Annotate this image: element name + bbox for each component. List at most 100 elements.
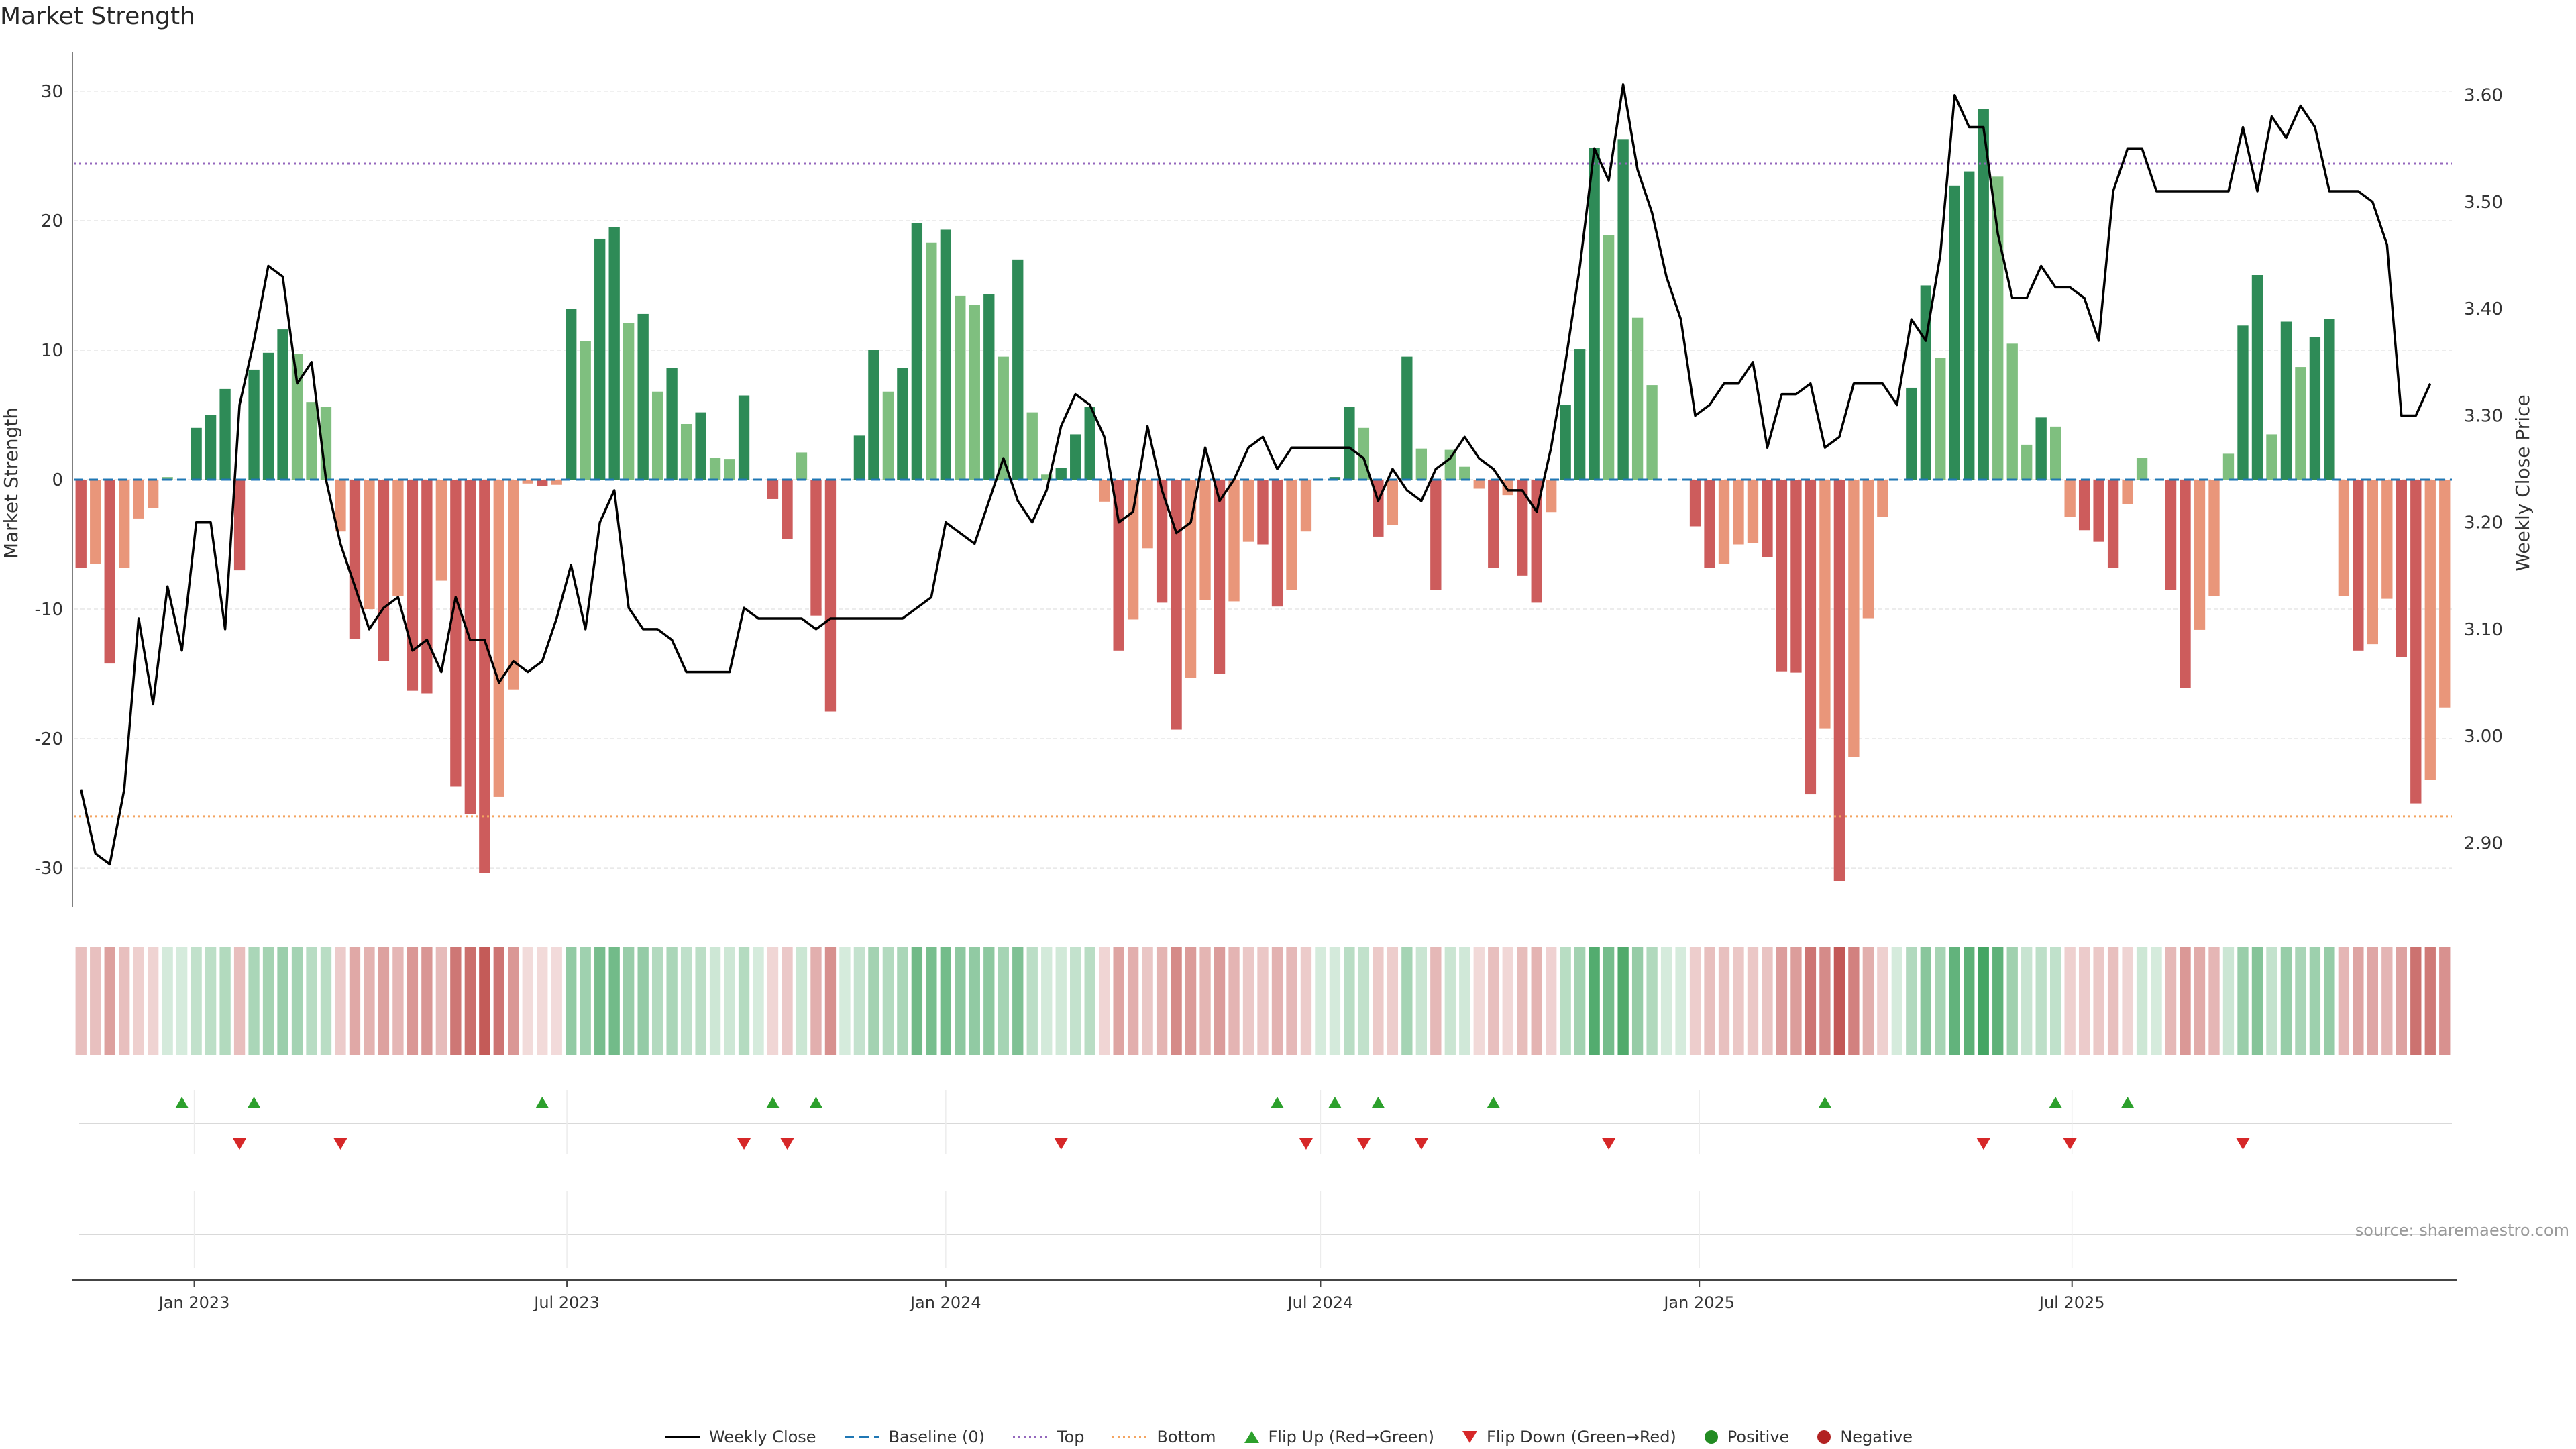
heat-cell — [1156, 947, 1168, 1055]
strength-bar — [1747, 480, 1759, 543]
heat-cell — [1113, 947, 1124, 1055]
heat-cell — [753, 947, 764, 1055]
heat-cell — [1964, 947, 1975, 1055]
strength-bar — [1415, 448, 1427, 480]
heat-cell — [2381, 947, 2393, 1055]
flip-up-marker — [1371, 1097, 1385, 1108]
strength-bar — [479, 480, 490, 873]
strength-bar — [1142, 480, 1153, 549]
strength-bar — [306, 402, 317, 480]
heat-cell — [1891, 947, 1902, 1055]
legend-item-positive: Positive — [1703, 1428, 1789, 1446]
strength-bar — [1718, 480, 1730, 564]
flip-up-marker — [2049, 1097, 2063, 1108]
strength-bar — [1156, 480, 1168, 603]
strength-bar — [248, 369, 260, 480]
heat-cell — [2367, 947, 2378, 1055]
strength-bar — [2424, 480, 2436, 780]
strength-bar — [2208, 480, 2220, 596]
heat-cell — [162, 947, 173, 1055]
heat-cell — [897, 947, 908, 1055]
strength-bar — [1473, 480, 1485, 489]
heat-cell — [2309, 947, 2321, 1055]
strength-bar — [998, 356, 1009, 480]
heat-cell — [1055, 947, 1067, 1055]
strength-bar — [2367, 480, 2378, 645]
x-tick-label: Jan 2024 — [909, 1293, 981, 1312]
strength-bar — [1920, 285, 1931, 480]
strength-bar — [464, 480, 476, 814]
y-tick-label-right: 2.90 — [2464, 833, 2503, 853]
heat-cell — [133, 947, 144, 1055]
heat-cell — [435, 947, 447, 1055]
strength-bar — [335, 480, 346, 532]
heat-cell — [940, 947, 951, 1055]
strength-bar — [2064, 480, 2076, 517]
heat-cell — [1747, 947, 1759, 1055]
heat-cell — [637, 947, 649, 1055]
flip-down-marker — [2236, 1138, 2250, 1150]
strength-bar — [450, 480, 462, 787]
heat-cell — [1344, 947, 1355, 1055]
strength-bar — [148, 480, 159, 508]
heat-cell — [796, 947, 808, 1055]
strength-bar — [810, 480, 822, 616]
strength-bar — [262, 352, 274, 480]
y-tick-label-left: 30 — [41, 82, 63, 102]
heat-cell — [1099, 947, 1110, 1055]
heat-cell — [233, 947, 246, 1055]
heat-cell — [90, 947, 101, 1055]
strength-bar — [277, 329, 288, 480]
strength-bar — [1833, 480, 1845, 881]
strength-bar — [738, 395, 750, 480]
strength-bar — [868, 350, 879, 480]
x-tick-label: Jul 2025 — [2038, 1293, 2105, 1312]
heat-cell — [1358, 947, 1370, 1055]
heat-cell — [1488, 947, 1499, 1055]
heat-cell — [1387, 947, 1399, 1055]
legend-label: Flip Up (Red→Green) — [1268, 1428, 1435, 1446]
heat-cell — [119, 947, 130, 1055]
heat-cell — [2021, 947, 2033, 1055]
y-tick-label-left: -20 — [35, 729, 63, 749]
strength-bar — [421, 480, 433, 694]
heat-cell — [1373, 947, 1384, 1055]
strength-bar — [882, 391, 894, 480]
heat-cell — [666, 947, 678, 1055]
heat-cell — [2006, 947, 2018, 1055]
strength-bar — [651, 391, 663, 480]
heat-cell — [623, 947, 635, 1055]
heat-cell — [1762, 947, 1773, 1055]
strength-bar — [537, 480, 548, 486]
heat-cell — [738, 947, 750, 1055]
strength-bar — [2078, 480, 2090, 531]
legend-item-flip-down: Flip Down (Green→Red) — [1461, 1428, 1676, 1446]
strength-bar — [1099, 480, 1110, 502]
heat-cell — [810, 947, 822, 1055]
strength-bar — [2353, 480, 2364, 651]
strength-bar — [435, 480, 447, 581]
strength-bar — [623, 323, 635, 480]
strength-bar — [2122, 480, 2133, 504]
heat-cell — [1415, 947, 1427, 1055]
heat-cell — [2396, 947, 2407, 1055]
line-dotted-purple-icon — [1012, 1436, 1048, 1438]
heat-cell — [2353, 947, 2364, 1055]
circle-red-icon — [1817, 1430, 1831, 1444]
heat-cell — [537, 947, 548, 1055]
strength-bar — [897, 368, 908, 480]
heat-cell — [1733, 947, 1744, 1055]
legend-label: Negative — [1840, 1428, 1913, 1446]
heat-cell — [2078, 947, 2090, 1055]
heat-cell — [2410, 947, 2422, 1055]
reference-lines — [74, 162, 2452, 818]
strength-bar — [1603, 235, 1615, 480]
strength-bar — [1401, 356, 1413, 480]
y-tick-label-left: 20 — [41, 211, 63, 231]
strength-bar — [1387, 480, 1399, 525]
strength-bar — [1041, 474, 1053, 480]
strength-bars — [75, 109, 2451, 881]
heat-cell — [1228, 947, 1240, 1055]
heat-cell — [205, 947, 217, 1055]
